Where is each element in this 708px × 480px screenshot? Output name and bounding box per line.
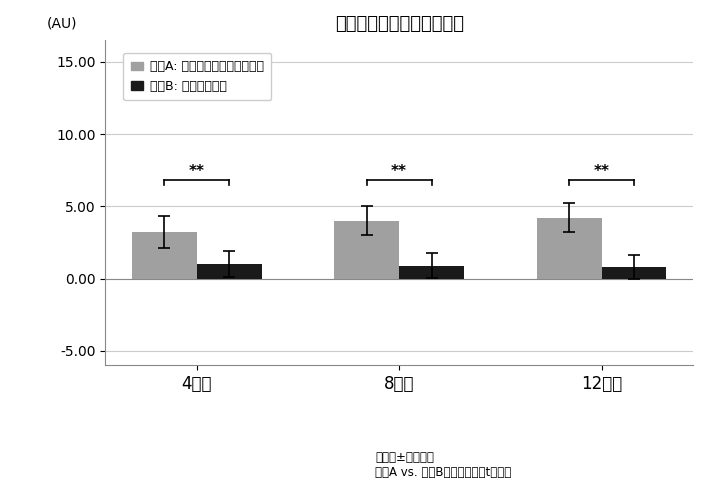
Bar bbox=[602, 267, 666, 278]
Bar bbox=[132, 232, 197, 278]
Text: (AU): (AU) bbox=[47, 16, 77, 30]
Text: **: ** bbox=[593, 164, 610, 179]
Title: 角層水分量値の変化量比較: 角層水分量値の変化量比較 bbox=[335, 15, 464, 33]
Legend: 製剤A: トラネキサム酸配合製剤, 製剤B: プラセボ製剤: 製剤A: トラネキサム酸配合製剤, 製剤B: プラセボ製剤 bbox=[123, 53, 271, 100]
Bar bbox=[197, 264, 261, 278]
Text: 平均値±標準誤差
製剤A vs. 製剤B（対応のあるt検定）
** p<0.01: 平均値±標準誤差 製剤A vs. 製剤B（対応のあるt検定） ** p<0.01 bbox=[375, 451, 511, 480]
Text: **: ** bbox=[189, 164, 205, 179]
Bar bbox=[537, 218, 602, 278]
Bar bbox=[334, 221, 399, 278]
Bar bbox=[399, 265, 464, 278]
Text: **: ** bbox=[391, 164, 407, 179]
